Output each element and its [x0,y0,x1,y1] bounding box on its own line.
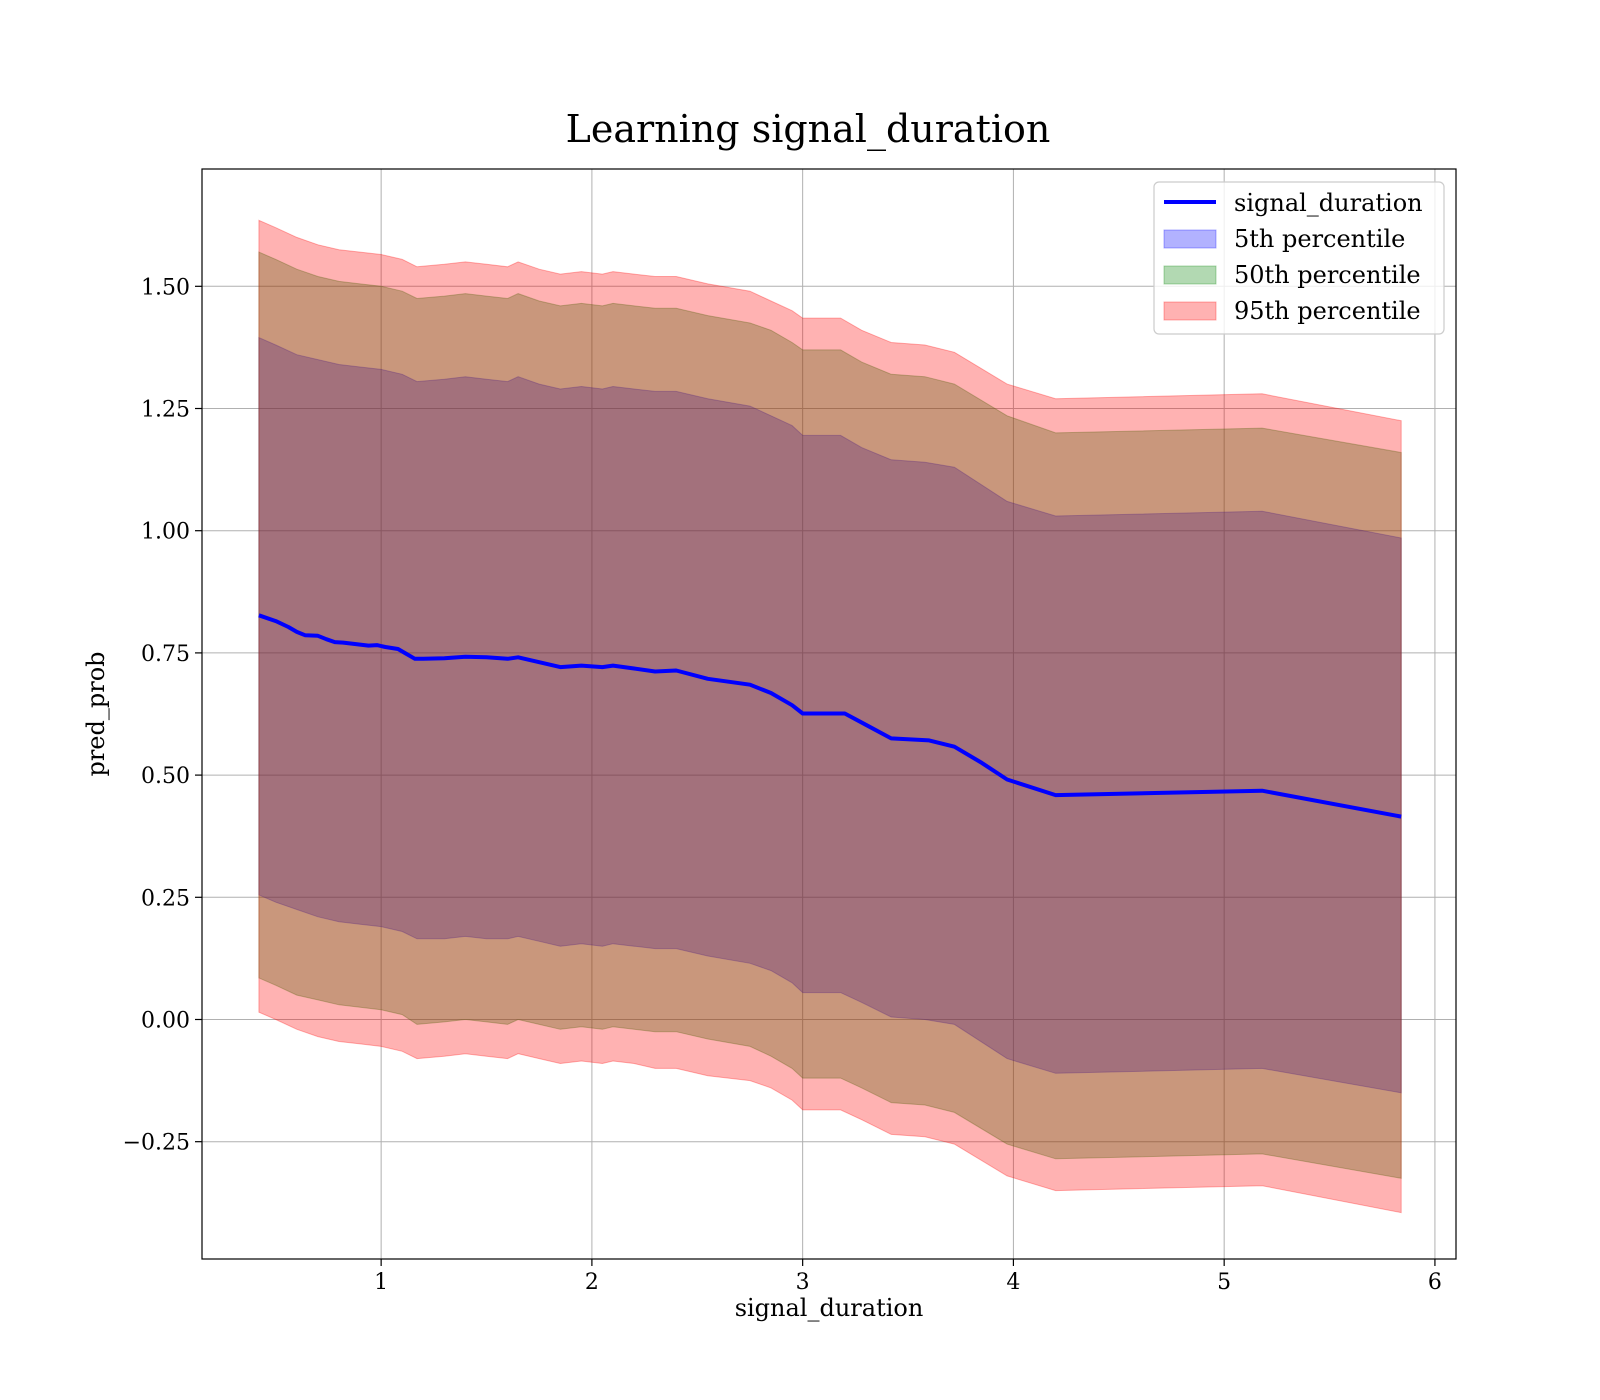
y-tick-label: 0.50 [141,764,190,789]
x-tick-label: 1 [374,1270,388,1295]
legend-swatch-50th [1163,265,1217,285]
y-tick-label: 0.25 [141,886,190,911]
x-tick-label: 2 [585,1270,599,1295]
x-tick-label: 6 [1428,1270,1442,1295]
series-line-signal-duration [258,613,1402,819]
band-layer [258,219,1402,1214]
y-tick-label: 0.75 [141,642,190,667]
x-tick-label: 4 [1006,1270,1020,1295]
y-tick-label: 0.00 [141,1008,190,1033]
y-tick-label: −0.25 [123,1131,190,1156]
chart-title: Learning signal_duration [566,107,1051,152]
y-tick-label: 1.00 [141,520,190,545]
x-axis: 1 2 3 4 5 6 [374,1259,1442,1295]
legend: signal_duration 5th percentile 50th perc… [1153,181,1445,335]
band-95th-percentile [258,219,1402,1214]
y-tick-label: 1.25 [141,398,190,423]
x-tick-label: 3 [796,1270,810,1295]
y-axis: −0.25 0.00 0.25 0.50 0.75 1.00 1.25 1.50 [123,275,202,1156]
x-tick-label: 5 [1217,1270,1231,1295]
y-axis-label: pred_prob [82,651,110,776]
legend-swatch-5th [1163,229,1217,249]
line-layer [258,613,1402,819]
legend-label-5th: 5th percentile [1234,225,1405,253]
y-tick-label: 1.50 [141,275,190,300]
legend-swatch-95th [1163,301,1217,321]
legend-label-95th: 95th percentile [1234,297,1421,325]
legend-label-50th: 50th percentile [1234,261,1421,289]
legend-label-line: signal_duration [1234,189,1423,217]
legend-box [1153,181,1445,335]
plot-frame [201,168,1457,1260]
x-axis-label: signal_duration [735,1294,924,1322]
